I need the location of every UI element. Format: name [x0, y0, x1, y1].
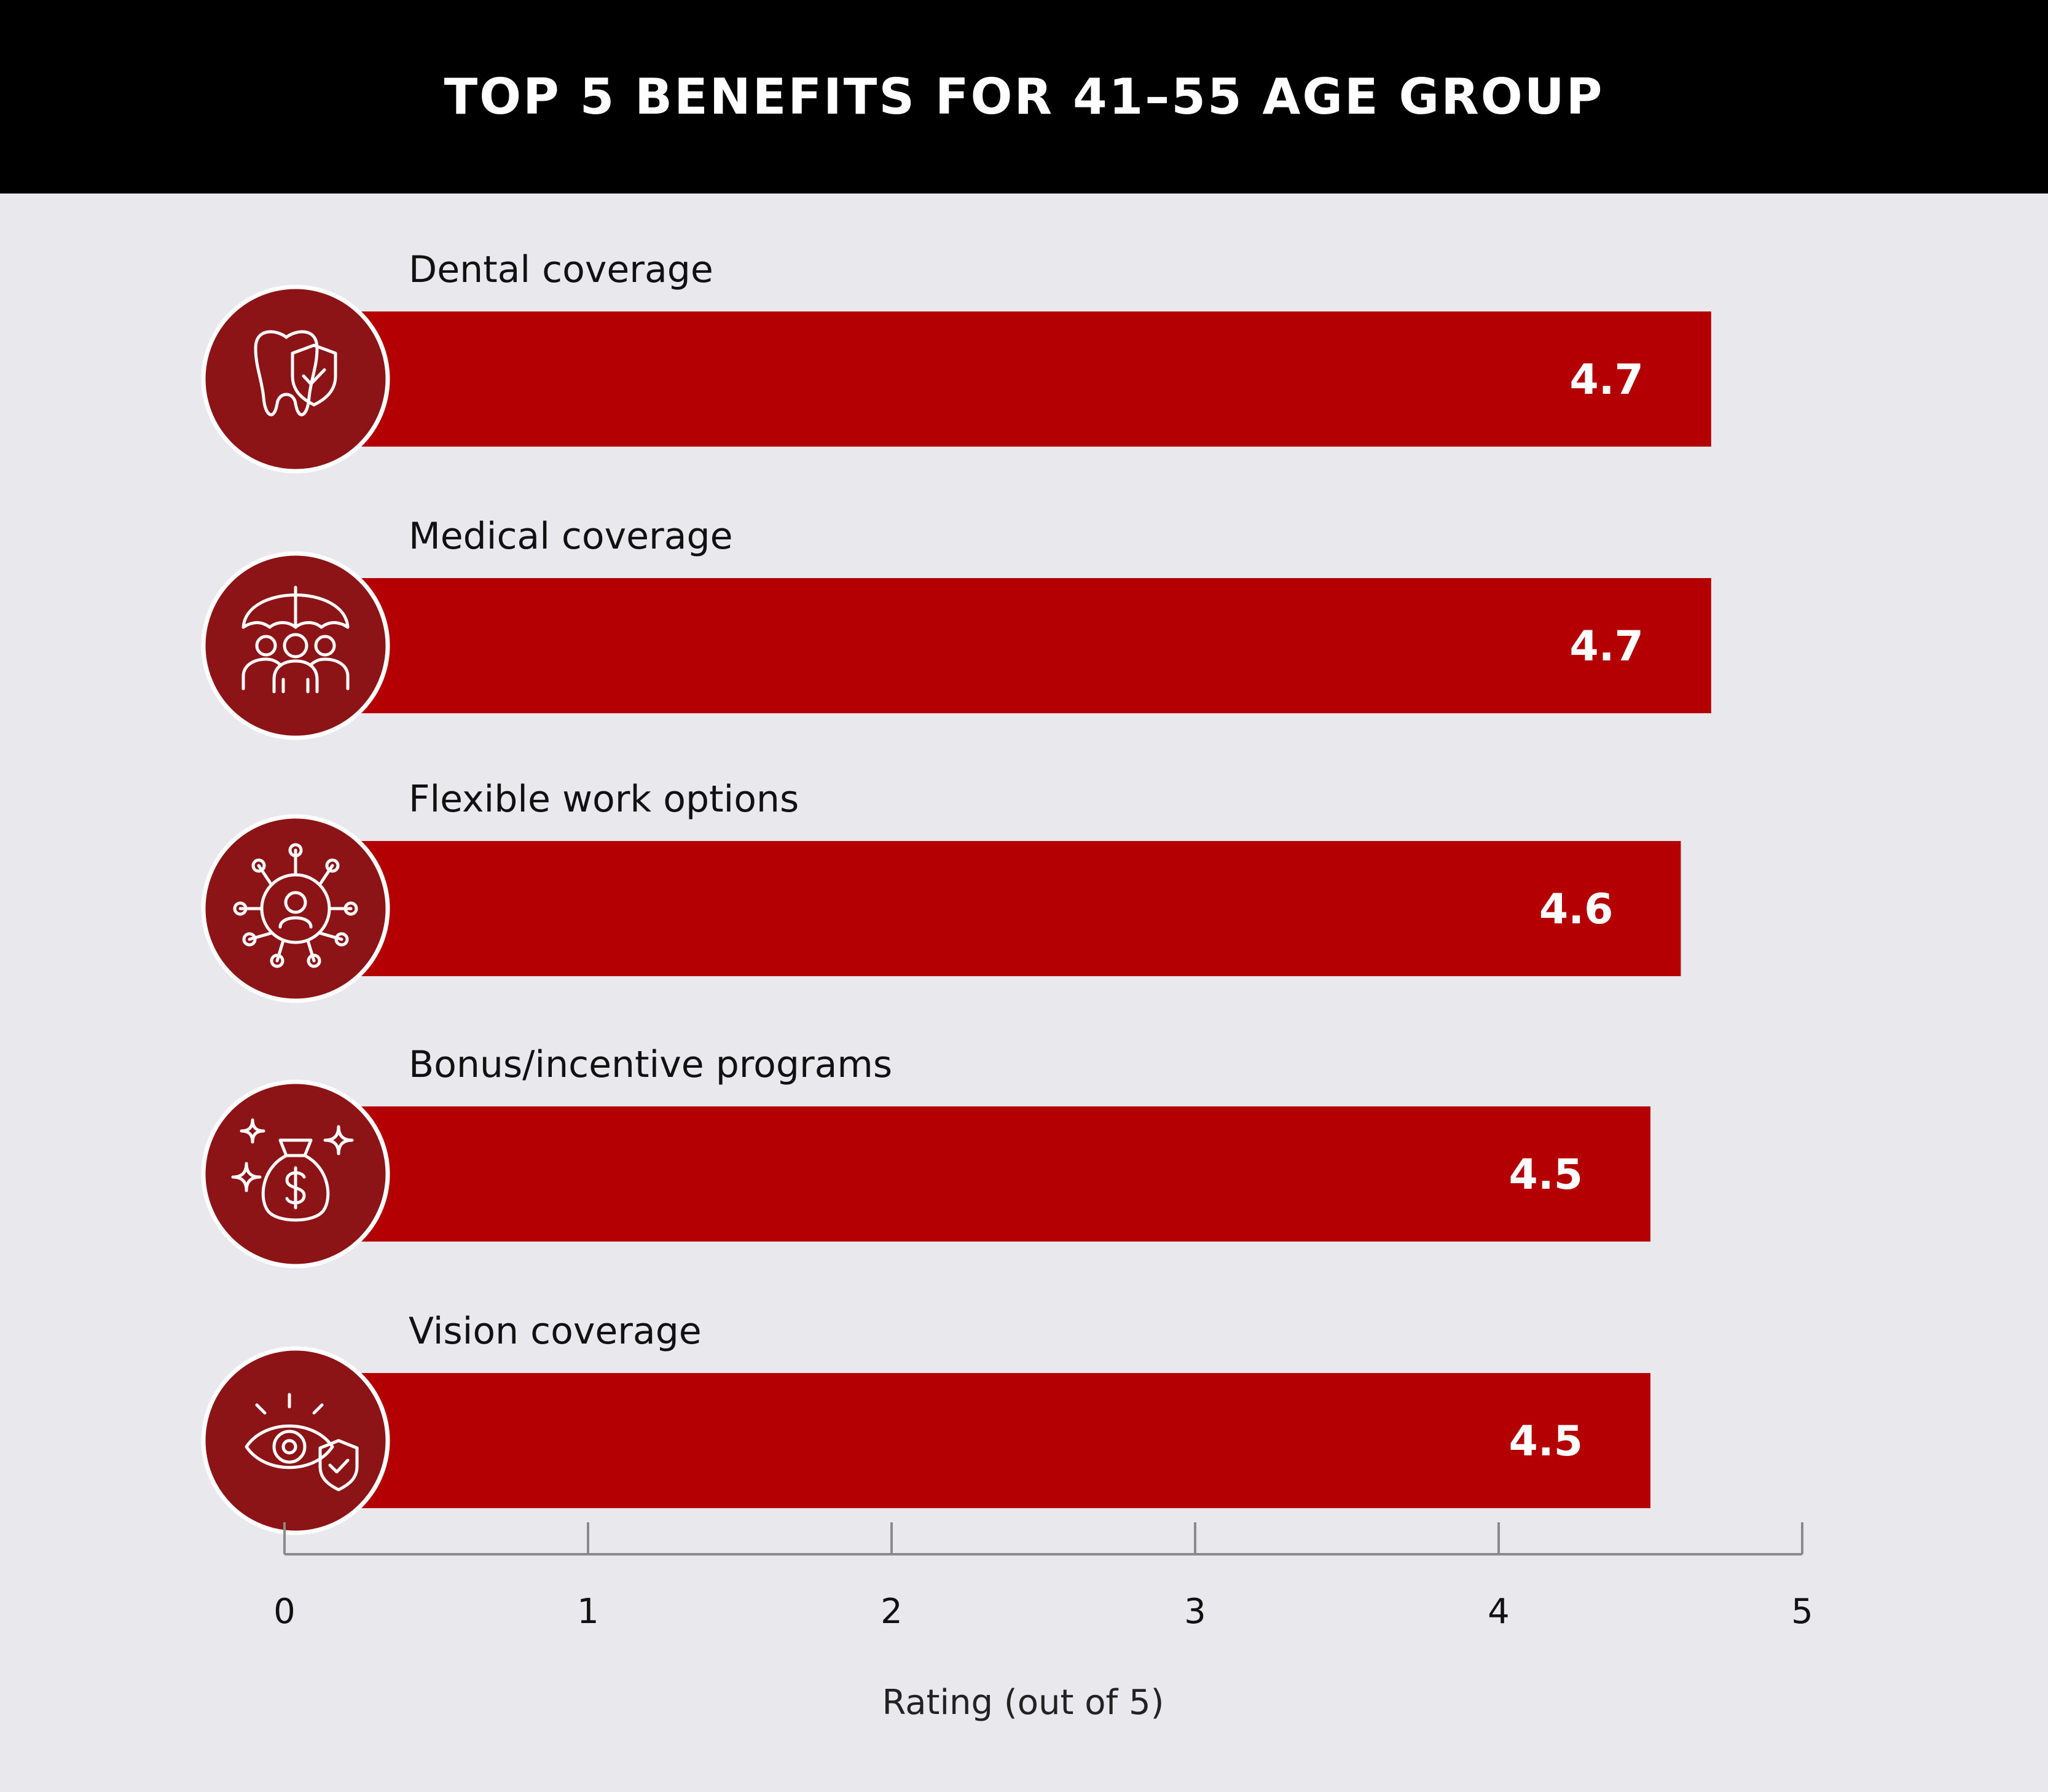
- value-label: 4.5: [1509, 1417, 1583, 1466]
- chart-header: TOP 5 BENEFITS FOR 41–55 AGE GROUP: [0, 0, 2048, 194]
- category-label: Bonus/incentive programs: [409, 1043, 892, 1086]
- x-axis-title: Rating (out of 5): [882, 1683, 1164, 1723]
- network-person-icon: [201, 814, 390, 1003]
- bars-layer: Dental coverage 4.7 Medical coverage 4.7 Fle…: [347, 248, 1711, 1508]
- x-tick-label: 5: [1791, 1592, 1813, 1632]
- x-tick-label: 1: [577, 1592, 599, 1632]
- icon-circle: [201, 551, 390, 740]
- category-label: Flexible work options: [409, 778, 799, 821]
- x-tick-label: 0: [273, 1592, 296, 1632]
- icons-layer: [201, 284, 390, 1535]
- eye-shield-icon: [201, 1346, 390, 1535]
- category-label: Dental coverage: [409, 248, 713, 291]
- x-axis: 0 1 2 3 4 5: [273, 1522, 1813, 1632]
- bar: [347, 1373, 1650, 1508]
- bar: [347, 311, 1711, 447]
- bar: [347, 841, 1681, 976]
- umbrella-family-icon: [201, 551, 390, 740]
- icon-circle: [201, 1346, 390, 1535]
- x-tick-label: 3: [1184, 1592, 1206, 1632]
- icon-circle: [201, 814, 390, 1003]
- value-label: 4.6: [1539, 885, 1613, 934]
- category-label: Vision coverage: [409, 1310, 702, 1353]
- x-tick-label: 2: [881, 1592, 903, 1632]
- tooth-shield-icon: [201, 284, 390, 474]
- value-label: 4.7: [1569, 622, 1643, 671]
- bar: [347, 578, 1711, 713]
- bar: [347, 1106, 1650, 1242]
- icon-circle: [201, 284, 390, 474]
- chart-title: TOP 5 BENEFITS FOR 41–55 AGE GROUP: [444, 68, 1604, 125]
- value-label: 4.7: [1569, 356, 1643, 404]
- x-tick-label: 4: [1488, 1592, 1510, 1632]
- value-label: 4.5: [1509, 1151, 1583, 1199]
- category-label: Medical coverage: [409, 515, 733, 558]
- money-bag-sparkle-icon: [201, 1079, 390, 1269]
